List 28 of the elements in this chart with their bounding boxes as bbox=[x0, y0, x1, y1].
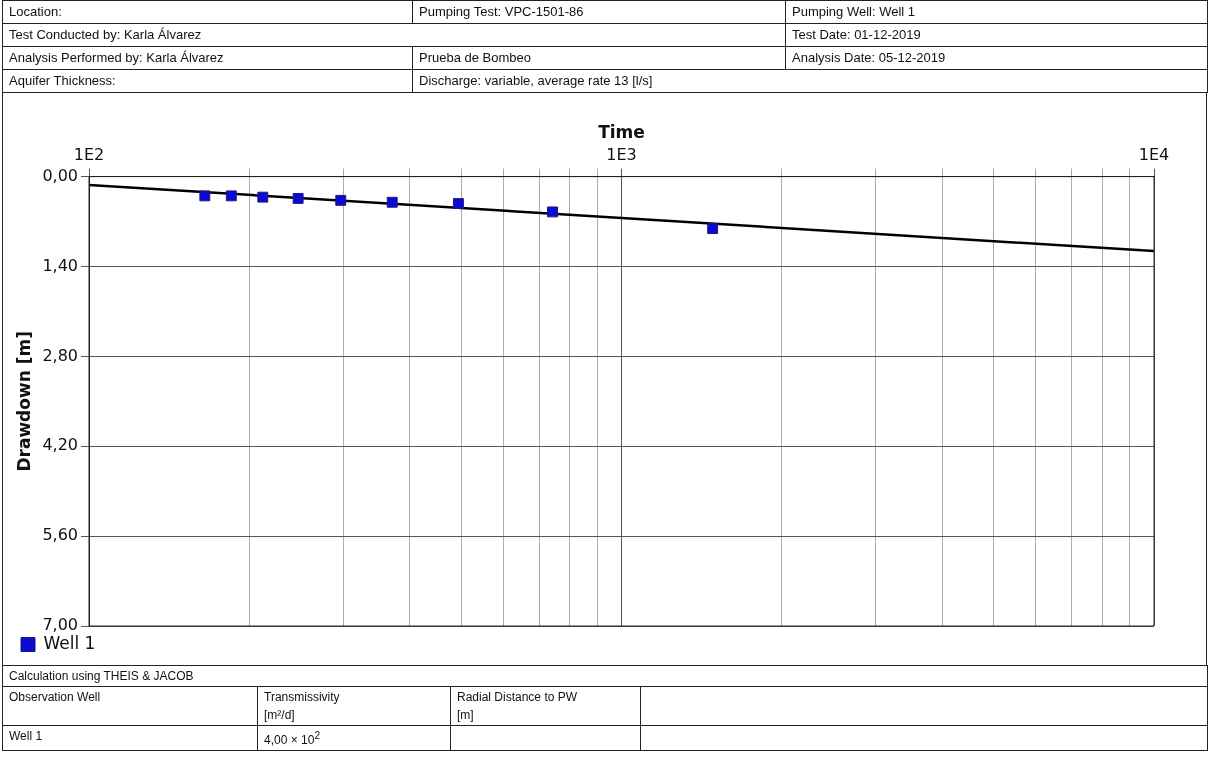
text: Transmissivity [m²/d] bbox=[257, 686, 451, 726]
text: 4,00 × 10$^{2}$ bbox=[257, 725, 451, 751]
text: Calculation using THEIS & JACOB bbox=[2, 665, 1208, 687]
text: Radial Distance to PW [m] bbox=[450, 686, 641, 726]
y-tick-label: 7,00 bbox=[42, 615, 79, 635]
y-tick-label: 5,60 bbox=[42, 525, 79, 545]
y-tick-label: 0,00 bbox=[42, 165, 79, 185]
text: Test Date: 01-12-2019 bbox=[785, 23, 1208, 47]
text: Well 1 bbox=[2, 725, 258, 751]
y-tick-label: 1,40 bbox=[42, 255, 79, 275]
y-axis-title: Drawdown [m] bbox=[13, 331, 34, 472]
text: Observation Well bbox=[2, 686, 258, 726]
legend-label: Well 1 bbox=[43, 632, 96, 653]
x-tick-label: 1E4 bbox=[1138, 145, 1170, 165]
text: Pumping Test: VPC-1501-86 bbox=[412, 0, 786, 24]
x-axis-title: Time bbox=[598, 121, 645, 142]
x-tick-label: 1E3 bbox=[606, 145, 637, 165]
text: Analysis Performed by: Karla Álvarez bbox=[2, 46, 413, 70]
text: Pumping Well: Well 1 bbox=[785, 0, 1208, 24]
text: Analysis Date: 05-12-2019 bbox=[785, 46, 1208, 70]
text: Discharge: variable, average rate 13 [l/s] bbox=[412, 69, 1208, 93]
y-tick-label: 2,80 bbox=[42, 345, 79, 365]
y-tick-label: 4,20 bbox=[42, 435, 79, 455]
text: Test Conducted by: Karla Álvarez bbox=[2, 23, 786, 47]
text: Prueba de Bombeo bbox=[412, 46, 786, 70]
text: Location: bbox=[2, 0, 413, 24]
x-tick-label: 1E2 bbox=[73, 145, 105, 165]
text: Aquifer Thickness: bbox=[2, 69, 413, 93]
